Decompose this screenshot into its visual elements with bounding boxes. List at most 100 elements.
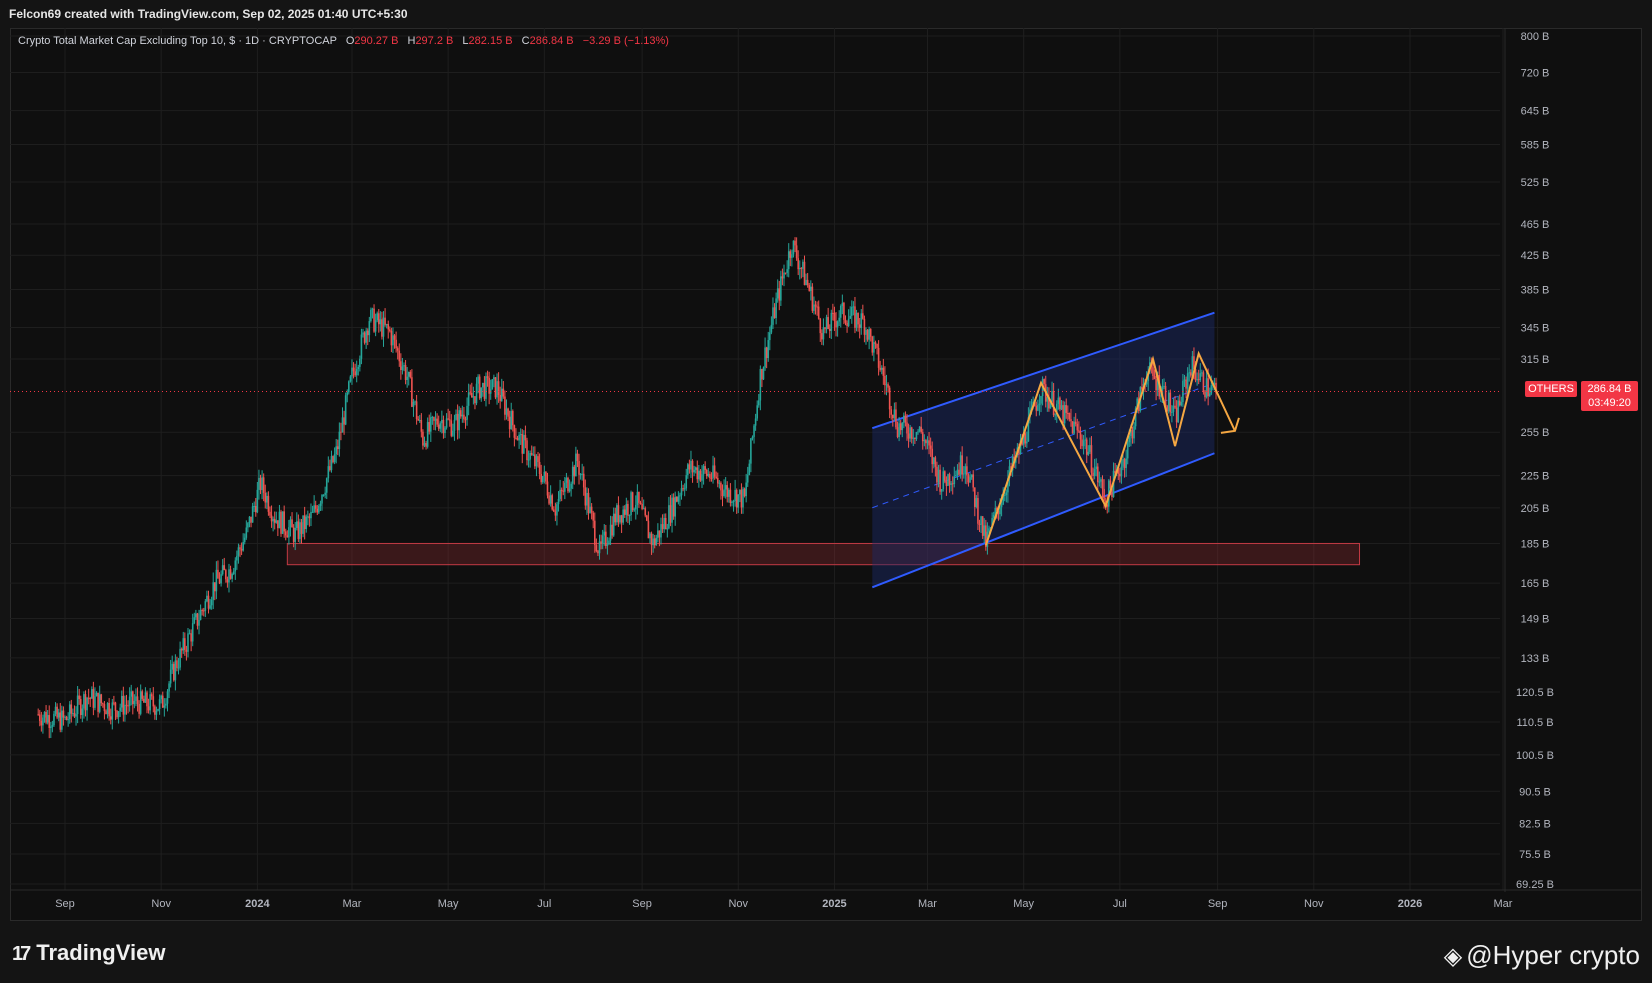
candle-body <box>72 713 74 715</box>
candle-body <box>273 518 276 523</box>
candle-body <box>357 366 360 370</box>
candle-body <box>50 726 52 728</box>
candle-body <box>647 520 650 539</box>
candle-body <box>1049 401 1052 409</box>
candle-body <box>994 507 997 515</box>
candle-body <box>718 482 721 484</box>
candle-body <box>625 503 628 515</box>
candle-body <box>877 347 880 368</box>
candle-body <box>453 419 456 431</box>
candle-body <box>253 506 256 508</box>
candle-body <box>769 332 771 341</box>
candle-body <box>677 496 680 502</box>
symbol-legend[interactable]: Crypto Total Market Cap Excluding Top 10… <box>18 35 669 47</box>
candle-body <box>989 527 992 529</box>
candle-body <box>322 494 325 496</box>
candle-body <box>639 502 642 504</box>
candle-body <box>143 698 145 703</box>
candle-body <box>116 710 118 718</box>
candle-body <box>556 504 558 516</box>
candle-body <box>98 694 101 712</box>
candle-body <box>1122 459 1124 467</box>
candle-body <box>1160 395 1162 397</box>
candle-body <box>535 456 538 467</box>
candle-body <box>482 382 484 388</box>
x-tick-label: Mar <box>918 898 937 910</box>
candle-body <box>936 466 938 483</box>
candle-body <box>160 695 162 700</box>
candle-body <box>139 691 142 714</box>
candle-body <box>953 476 956 485</box>
candle-body <box>1125 458 1127 468</box>
candle-body <box>587 492 590 513</box>
candle-body <box>860 313 863 328</box>
candle-body <box>78 695 80 700</box>
zigzag-arrowhead <box>1220 417 1240 434</box>
candle-body <box>876 344 878 348</box>
candle-body <box>318 505 320 513</box>
candle-body <box>92 689 95 708</box>
candle-body <box>784 272 787 274</box>
candle-body <box>1185 379 1187 389</box>
candle-body <box>184 638 186 650</box>
candle-body <box>138 703 140 714</box>
candle-body <box>997 510 1000 515</box>
candle-body <box>434 418 437 421</box>
candle-body <box>65 716 68 720</box>
candle-body <box>912 437 915 439</box>
candle-body <box>1166 405 1168 412</box>
candle-body <box>73 713 76 717</box>
y-tick-label: 525 B <box>1521 177 1550 189</box>
candle-body <box>447 418 449 420</box>
tradingview-logo-icon: 17 <box>12 943 31 965</box>
candle-body <box>862 313 864 319</box>
candle-body <box>209 605 211 609</box>
candle-body <box>828 328 831 331</box>
candle-body <box>628 514 631 516</box>
candle-body <box>1054 414 1057 416</box>
candle-body <box>262 477 265 493</box>
candle-body <box>685 475 688 489</box>
candle-body <box>674 496 677 517</box>
candle-body <box>874 342 877 345</box>
candle-body <box>288 527 290 538</box>
footer-bar <box>0 921 1652 983</box>
candle-body <box>154 706 156 715</box>
candle-body <box>891 414 894 419</box>
chart-frame[interactable] <box>10 28 1642 921</box>
candle-body <box>237 547 240 556</box>
candle-body <box>601 535 604 544</box>
candle-body <box>185 649 188 652</box>
candle-body <box>1101 479 1104 489</box>
candle-body <box>418 420 421 422</box>
candle-body <box>187 633 189 652</box>
candle-body <box>1197 379 1200 381</box>
candle-body <box>939 469 941 492</box>
x-tick-label: Mar <box>1494 898 1513 910</box>
candle-body <box>712 465 714 479</box>
candle-body <box>565 477 568 483</box>
candle-body <box>385 324 388 326</box>
candle-body <box>805 279 807 286</box>
candle-body <box>109 716 112 720</box>
candle-body <box>657 530 659 538</box>
candle-body <box>1024 433 1027 444</box>
candle-body <box>764 347 766 368</box>
candle-body <box>1201 372 1203 374</box>
candle-body <box>888 387 891 410</box>
x-tick-label: Mar <box>342 898 361 910</box>
candle-body <box>387 324 390 330</box>
candle-body <box>1003 494 1006 496</box>
candle-body <box>191 623 194 642</box>
candle-body <box>311 511 314 513</box>
candle-body <box>698 470 700 480</box>
brand-text: TradingView <box>36 940 166 965</box>
candle-body <box>884 375 886 386</box>
candle-body <box>510 411 513 430</box>
candle-body <box>1000 504 1003 508</box>
candle-body <box>53 713 55 726</box>
candle-body <box>1068 413 1071 420</box>
y-tick-label: 425 B <box>1521 250 1550 262</box>
tradingview-logo[interactable]: 17 TradingView <box>12 940 165 966</box>
